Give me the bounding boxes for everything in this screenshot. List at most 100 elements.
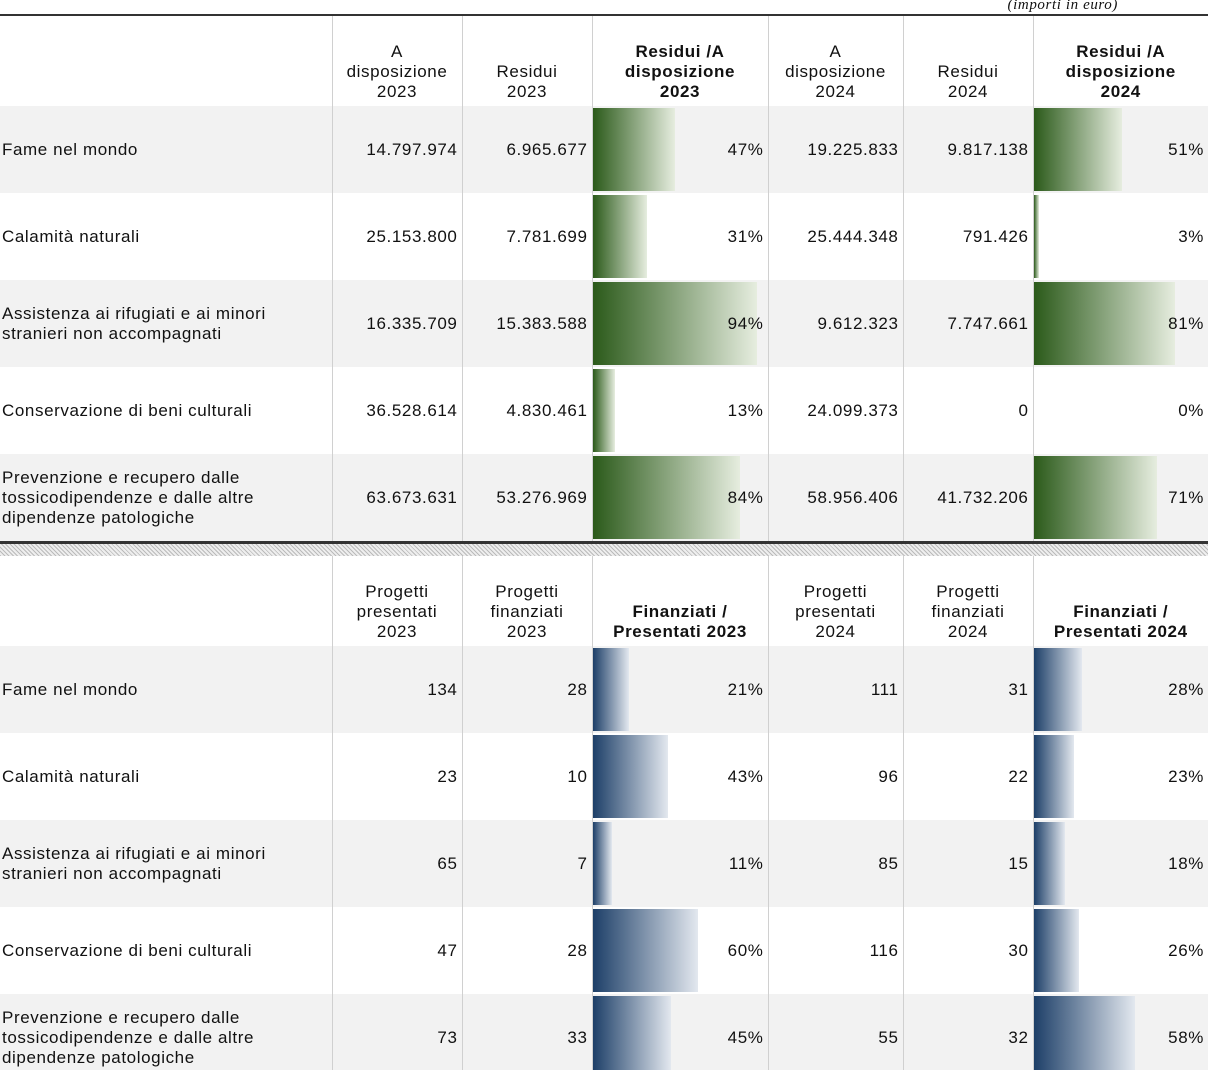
data-bar	[1033, 195, 1039, 278]
ratio-label: 26%	[1168, 940, 1204, 960]
ratio-cell: 43%	[592, 733, 769, 820]
cell: 73	[332, 994, 463, 1070]
cell: 55	[768, 994, 904, 1070]
ratio-label: 18%	[1168, 853, 1204, 873]
ratio-label: 84%	[727, 487, 764, 507]
cell: 96	[768, 733, 904, 820]
data-bar	[592, 822, 612, 905]
cell: 24.099.373	[768, 367, 904, 454]
cell: 28	[462, 646, 593, 733]
cell: 19.225.833	[768, 106, 904, 193]
row-label: Prevenzione e recupero dalle tossicodipe…	[0, 994, 333, 1070]
cell: 25.444.348	[768, 193, 904, 280]
row: Conservazione di beni culturali 36.528.61…	[0, 367, 1208, 454]
row-label: Prevenzione e recupero dalle tossicodipe…	[0, 454, 333, 541]
cell: 36.528.614	[332, 367, 463, 454]
header-cell: A disposizione 2023	[332, 15, 463, 106]
ratio-label: 21%	[727, 679, 764, 699]
header-cell	[0, 15, 333, 106]
cell: 53.276.969	[462, 454, 593, 541]
ratio-cell: 58%	[1033, 994, 1208, 1070]
cell: 4.830.461	[462, 367, 593, 454]
ratio-cell: 28%	[1033, 646, 1208, 733]
ratio-label: 58%	[1168, 1027, 1204, 1047]
cell: 41.732.206	[903, 454, 1034, 541]
ratio-label: 51%	[1168, 139, 1204, 159]
data-bar	[1033, 456, 1158, 539]
ratio-cell: 31%	[592, 193, 769, 280]
cell: 7.781.699	[462, 193, 593, 280]
row: Prevenzione e recupero dalle tossicodipe…	[0, 994, 1208, 1070]
header-cell: Finanziati / Presentati 2024	[1033, 556, 1208, 646]
data-bar	[1033, 108, 1123, 191]
ratio-cell: 71%	[1033, 454, 1208, 541]
cell: 22	[903, 733, 1034, 820]
cell: 6.965.677	[462, 106, 593, 193]
ratio-cell: 84%	[592, 454, 769, 541]
data-bar	[592, 108, 675, 191]
header-cell: Finanziati / Presentati 2023	[592, 556, 769, 646]
ratio-cell: 0%	[1033, 367, 1208, 454]
row: Fame nel mondo 134 28 21% 111 31 28%	[0, 646, 1208, 733]
ratio-cell: 11%	[592, 820, 769, 907]
data-bar	[1033, 996, 1135, 1070]
cell: 58.956.406	[768, 454, 904, 541]
cell: 0	[903, 367, 1034, 454]
cell: 23	[332, 733, 463, 820]
cell: 10	[462, 733, 593, 820]
header-cell: Residui 2024	[903, 15, 1034, 106]
row: Assistenza ai rifugiati e ai minori stra…	[0, 820, 1208, 907]
cell: 111	[768, 646, 904, 733]
cell: 65	[332, 820, 463, 907]
data-bar	[592, 909, 698, 992]
ratio-cell: 26%	[1033, 907, 1208, 994]
data-bar	[592, 195, 647, 278]
cell: 85	[768, 820, 904, 907]
ratio-label: 28%	[1168, 679, 1204, 699]
header-cell: A disposizione 2024	[768, 15, 904, 106]
row-label: Conservazione di beni culturali	[0, 907, 333, 994]
cell: 16.335.709	[332, 280, 463, 367]
row-label: Assistenza ai rifugiati e ai minori stra…	[0, 820, 333, 907]
ratio-cell: 47%	[592, 106, 769, 193]
row-label: Fame nel mondo	[0, 646, 333, 733]
data-bar	[592, 282, 757, 365]
ratio-label: 71%	[1168, 487, 1204, 507]
cell: 7	[462, 820, 593, 907]
cell: 32	[903, 994, 1034, 1070]
header-cell: Progetti presentati 2023	[332, 556, 463, 646]
header-cell: Progetti finanziati 2024	[903, 556, 1034, 646]
cell: 47	[332, 907, 463, 994]
header-row: A disposizione 2023 Residui 2023 Residui /…	[0, 15, 1208, 106]
data-bar	[592, 456, 740, 539]
data-bar	[592, 735, 668, 818]
note: (importi in euro)	[1007, 0, 1118, 13]
table: Progetti presentati 2023 Progetti finanzi…	[0, 556, 1208, 1070]
row-label: Fame nel mondo	[0, 106, 333, 193]
ratio-label: 23%	[1168, 766, 1204, 786]
cell: 25.153.800	[332, 193, 463, 280]
cell: 14.797.974	[332, 106, 463, 193]
ratio-cell: 45%	[592, 994, 769, 1070]
data-bar	[1033, 282, 1175, 365]
ratio-cell: 81%	[1033, 280, 1208, 367]
header-cell: Residui /A disposizione 2023	[592, 15, 769, 106]
row: Conservazione di beni culturali 47 28 60% 11…	[0, 907, 1208, 994]
ratio-cell: 60%	[592, 907, 769, 994]
cell: 134	[332, 646, 463, 733]
ratio-label: 0%	[1178, 400, 1204, 420]
cell: 9.817.138	[903, 106, 1034, 193]
header-cell: Progetti presentati 2024	[768, 556, 904, 646]
data-bar	[1033, 648, 1083, 731]
cell: 15	[903, 820, 1034, 907]
cell: 7.747.661	[903, 280, 1034, 367]
row-label: Assistenza ai rifugiati e ai minori stra…	[0, 280, 333, 367]
data-bar	[1033, 735, 1074, 818]
header-cell: Residui 2023	[462, 15, 593, 106]
cell: 30	[903, 907, 1034, 994]
ratio-label: 81%	[1168, 313, 1204, 333]
cell: 116	[768, 907, 904, 994]
row: Calamità naturali 23 10 43% 96 22 23%	[0, 733, 1208, 820]
ratio-cell: 94%	[592, 280, 769, 367]
